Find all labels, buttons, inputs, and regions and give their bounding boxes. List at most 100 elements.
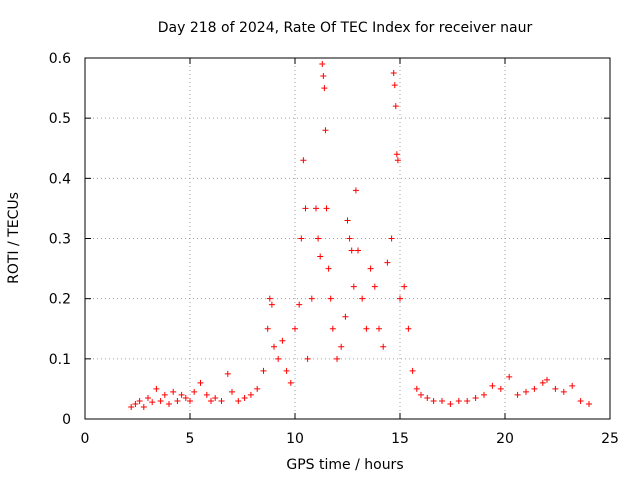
data-point: [380, 343, 387, 350]
data-point: [218, 397, 225, 404]
data-point: [523, 388, 529, 395]
data-point: [268, 301, 275, 308]
data-point: [275, 355, 282, 362]
data-point: [350, 283, 357, 290]
data-point: [405, 325, 412, 332]
data-point: [300, 157, 307, 164]
axis-ticks: 0 5 10 15 20 25 0 0.1 0.2 0.3 0.4 0.5 0.6: [49, 51, 619, 447]
data-point: [323, 205, 330, 212]
data-point: [292, 325, 298, 332]
data-point: [401, 283, 408, 290]
data-point: [308, 295, 315, 302]
data-point: [279, 337, 286, 344]
data-point: [191, 388, 198, 395]
data-point: [531, 385, 538, 392]
data-point: [455, 397, 462, 404]
data-point: [174, 397, 181, 404]
data-point: [247, 391, 254, 398]
data-point: [355, 247, 361, 254]
data-point: [187, 397, 193, 404]
data-point: [489, 382, 496, 389]
data-point: [388, 235, 395, 242]
data-points: [128, 61, 592, 410]
data-point: [229, 388, 235, 395]
data-point: [392, 103, 399, 110]
data-point: [322, 127, 329, 134]
data-point: [397, 295, 403, 302]
data-point: [266, 295, 273, 302]
data-point: [287, 379, 294, 386]
x-tick-label: 0: [81, 431, 90, 447]
data-point: [321, 85, 328, 92]
data-point: [212, 394, 219, 401]
y-tick-label: 0.3: [49, 232, 71, 248]
data-point: [317, 253, 324, 260]
data-point: [376, 325, 382, 332]
data-point: [344, 217, 351, 224]
data-point: [384, 259, 391, 266]
data-point: [178, 391, 185, 398]
data-point: [371, 283, 378, 290]
data-point: [241, 394, 248, 401]
data-point: [424, 394, 431, 401]
data-point: [439, 397, 445, 404]
data-point: [352, 187, 359, 194]
data-point: [166, 400, 172, 407]
data-point: [569, 382, 576, 389]
data-point: [208, 397, 214, 404]
y-tick-label: 0.4: [49, 171, 71, 187]
data-point: [329, 325, 336, 332]
data-point: [153, 385, 160, 392]
data-point: [157, 397, 164, 404]
data-point: [136, 397, 143, 404]
data-point: [560, 388, 567, 395]
data-point: [464, 397, 471, 404]
data-point: [197, 379, 204, 386]
data-point: [586, 400, 592, 407]
data-point: [298, 235, 305, 242]
y-tick-label: 0.5: [49, 111, 71, 127]
x-tick-label: 20: [496, 431, 514, 447]
data-point: [393, 151, 400, 158]
data-point: [363, 325, 370, 332]
x-tick-label: 25: [601, 431, 619, 447]
data-point: [391, 82, 398, 89]
data-point: [254, 385, 261, 392]
y-tick-label: 0: [62, 412, 71, 428]
data-point: [418, 391, 424, 398]
data-point: [577, 397, 584, 404]
data-point: [413, 385, 420, 392]
y-axis-label: ROTI / TECUs: [6, 192, 22, 284]
data-point: [271, 343, 277, 350]
data-point: [140, 403, 147, 410]
data-point: [506, 373, 513, 380]
data-point: [325, 265, 332, 272]
y-tick-label: 0.2: [49, 292, 71, 308]
data-point: [149, 399, 156, 406]
data-point: [132, 400, 139, 407]
data-point: [359, 295, 366, 302]
x-axis-label: GPS time / hours: [286, 457, 403, 473]
data-point: [327, 295, 334, 302]
data-point: [552, 385, 559, 392]
x-tick-label: 15: [391, 431, 409, 447]
data-point: [203, 391, 210, 398]
data-point: [319, 61, 326, 68]
data-point: [390, 70, 397, 77]
data-point: [497, 385, 504, 392]
grid-lines: [85, 58, 610, 419]
data-point: [334, 355, 340, 362]
data-point: [235, 397, 242, 404]
data-point: [283, 367, 290, 374]
data-point: [430, 397, 437, 404]
data-point: [182, 394, 189, 401]
data-point: [145, 394, 151, 401]
data-point: [302, 205, 309, 212]
data-point: [170, 388, 177, 395]
x-tick-label: 10: [286, 431, 304, 447]
data-point: [260, 367, 267, 374]
data-point: [394, 157, 401, 164]
data-point: [409, 367, 416, 374]
data-point: [472, 394, 479, 401]
